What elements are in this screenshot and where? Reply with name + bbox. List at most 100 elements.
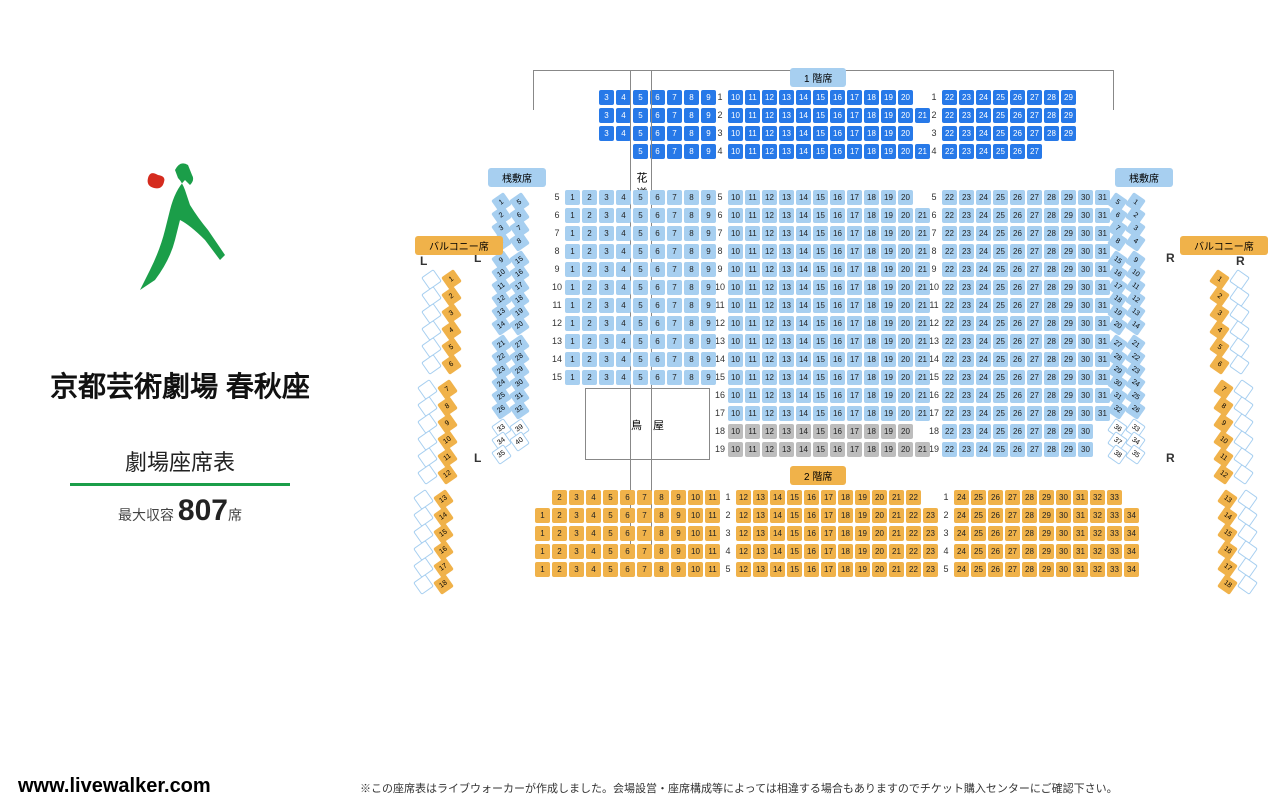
chart-subtitle: 劇場座席表 — [0, 445, 360, 477]
sajiki-seat: 32 — [1107, 399, 1128, 420]
seat: 25 — [993, 442, 1008, 457]
seat: 17 — [847, 298, 862, 313]
seat: 4 — [616, 244, 631, 259]
seat: 6 — [650, 226, 665, 241]
seat: 20 — [898, 190, 913, 205]
seat: 19 — [855, 544, 870, 559]
seat: 33 — [1107, 508, 1122, 523]
seat: 20 — [898, 108, 913, 123]
underline — [70, 483, 290, 486]
seat: 19 — [881, 126, 896, 141]
seat: 19 — [881, 208, 896, 223]
seat: 10 — [688, 544, 703, 559]
seat: 15 — [813, 406, 828, 421]
seat: 5 — [633, 370, 648, 385]
seat: 16 — [830, 90, 845, 105]
seat: 6 — [620, 490, 635, 505]
seat: 8 — [684, 280, 699, 295]
seat: 20 — [872, 508, 887, 523]
seat: 21 — [915, 280, 930, 295]
seat: 26 — [988, 508, 1003, 523]
seat: 23 — [959, 90, 974, 105]
seat: 28 — [1044, 442, 1059, 457]
seat: 2 — [552, 562, 567, 577]
seat: 16 — [830, 388, 845, 403]
seat: 26 — [988, 490, 1003, 505]
seat: 5 — [603, 508, 618, 523]
label-balcony-r: バルコニー席 — [1180, 236, 1268, 255]
seat: 13 — [779, 406, 794, 421]
seat: 6 — [650, 280, 665, 295]
seat: 16 — [830, 352, 845, 367]
seat: 13 — [753, 544, 768, 559]
seat: 7 — [637, 490, 652, 505]
sajiki-seat: 40 — [509, 431, 530, 452]
seat: 8 — [684, 108, 699, 123]
capacity: 最大収容 807席 — [0, 494, 360, 528]
seat: 24 — [976, 280, 991, 295]
seat: 21 — [889, 526, 904, 541]
seat: 26 — [1010, 208, 1025, 223]
seat: 1 — [565, 208, 580, 223]
seat: 21 — [915, 244, 930, 259]
seat: 14 — [796, 190, 811, 205]
seat: 7 — [667, 316, 682, 331]
seat: 26 — [1010, 334, 1025, 349]
seat: 16 — [804, 508, 819, 523]
seat: 21 — [915, 108, 930, 123]
seat: 6 — [650, 126, 665, 141]
seat: 18 — [838, 526, 853, 541]
seat: 21 — [889, 490, 904, 505]
seat: 22 — [906, 508, 921, 523]
seat: 29 — [1061, 334, 1076, 349]
seat: 3 — [599, 108, 614, 123]
seat: 12 — [762, 144, 777, 159]
seat: 22 — [942, 424, 957, 439]
seat: 29 — [1061, 208, 1076, 223]
seat: 9 — [671, 562, 686, 577]
seat: 13 — [779, 280, 794, 295]
seat: 30 — [1056, 526, 1071, 541]
seat: 3 — [599, 126, 614, 141]
seat: 13 — [779, 262, 794, 277]
seat: 17 — [847, 406, 862, 421]
seat: 26 — [1010, 108, 1025, 123]
seat: 26 — [1010, 280, 1025, 295]
sajiki-seat: 20 — [509, 315, 530, 336]
seat: 8 — [684, 144, 699, 159]
seat: 27 — [1027, 244, 1042, 259]
seat: 29 — [1039, 526, 1054, 541]
seat: 1 — [565, 352, 580, 367]
seat: 13 — [779, 316, 794, 331]
seat: 29 — [1061, 424, 1076, 439]
seat: 22 — [942, 406, 957, 421]
seat: 27 — [1005, 562, 1020, 577]
balcony-seat-outline — [1237, 574, 1258, 595]
seat: 15 — [787, 508, 802, 523]
seat: 3 — [599, 262, 614, 277]
seat: 7 — [667, 126, 682, 141]
seat: 3 — [569, 526, 584, 541]
seat: 29 — [1061, 298, 1076, 313]
seat: 21 — [889, 562, 904, 577]
seat: 10 — [728, 316, 743, 331]
seat: 30 — [1056, 508, 1071, 523]
seat: 26 — [988, 562, 1003, 577]
seat: 28 — [1044, 90, 1059, 105]
seat: 1 — [565, 244, 580, 259]
seat: 6 — [650, 352, 665, 367]
seat: 5 — [633, 90, 648, 105]
seat: 30 — [1078, 298, 1093, 313]
seat: 17 — [847, 370, 862, 385]
seat: 18 — [864, 244, 879, 259]
seat: 34 — [1124, 508, 1139, 523]
seat: 14 — [796, 226, 811, 241]
seat: 4 — [616, 280, 631, 295]
seat: 17 — [847, 442, 862, 457]
seat: 15 — [787, 490, 802, 505]
label-balcony-l: バルコニー席 — [415, 236, 503, 255]
seat: 25 — [993, 388, 1008, 403]
seat: 30 — [1078, 388, 1093, 403]
seat: 27 — [1027, 334, 1042, 349]
seat: 11 — [745, 298, 760, 313]
